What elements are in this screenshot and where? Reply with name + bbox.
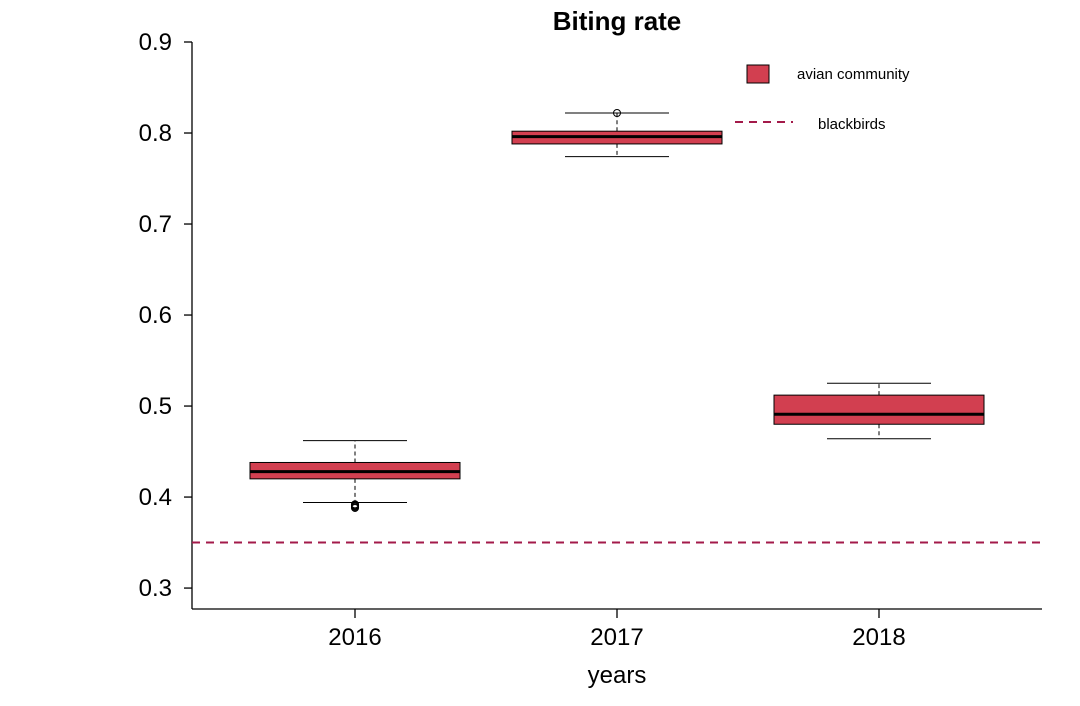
- y-tick-label: 0.3: [139, 575, 172, 602]
- y-tick-label: 0.7: [139, 211, 172, 238]
- y-tick-label: 0.4: [139, 484, 172, 511]
- legend-label-blackbirds: blackbirds: [818, 116, 886, 133]
- x-tick-label: 2017: [590, 624, 643, 651]
- legend-label-avian-community: avian community: [797, 66, 910, 83]
- box-2018: [773, 394, 985, 425]
- y-tick-label: 0.9: [139, 29, 172, 56]
- outlier-point: [351, 500, 359, 509]
- outlier-point: [613, 108, 621, 117]
- x-tick-label: 2016: [328, 624, 381, 651]
- y-tick-label: 0.6: [139, 302, 172, 329]
- y-tick-label: 0.8: [139, 120, 172, 147]
- x-tick-label: 2018: [852, 624, 905, 651]
- chart-legend: avian community blackbirds: [735, 64, 910, 133]
- legend-swatch-avian-community: [746, 64, 770, 84]
- y-tick-label: 0.5: [139, 393, 172, 420]
- x-axis-label: years: [588, 662, 647, 689]
- chart-title: Biting rate: [553, 6, 682, 36]
- plot-area: 0.3 0.4 0.5 0.6 0.7 0.8 0.9 2016 2017 2018: [139, 29, 1042, 651]
